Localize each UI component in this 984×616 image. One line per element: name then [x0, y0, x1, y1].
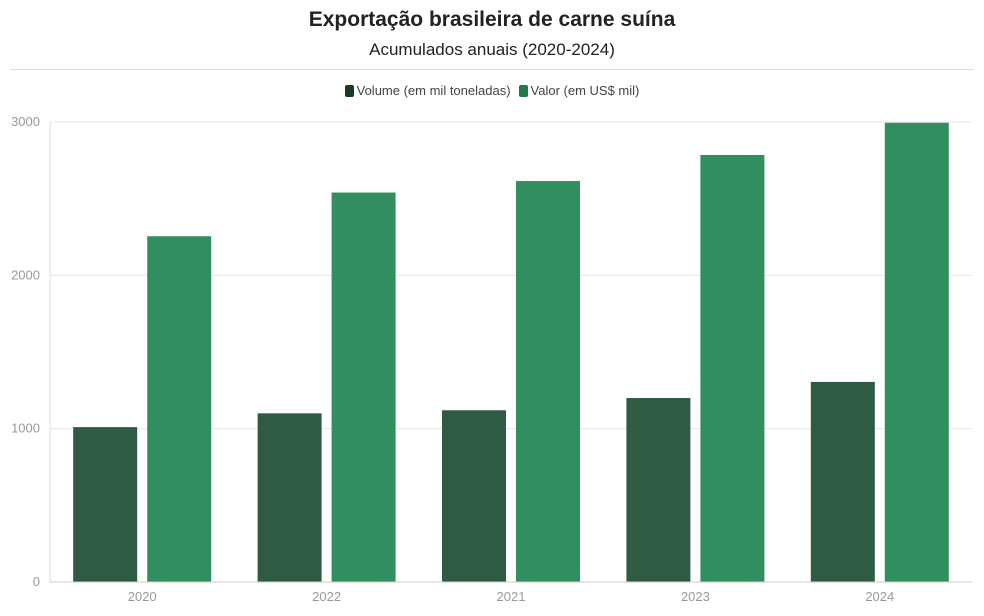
bar-valor-2024[interactable] [884, 122, 949, 583]
legend-label-volume: Volume (em mil toneladas) [356, 83, 511, 98]
bar-volume-2022[interactable] [257, 413, 322, 582]
legend-swatch-volume [344, 84, 354, 97]
bar-valor-2023[interactable] [700, 154, 765, 582]
chart-title: Exportação brasileira de carne suína [308, 8, 676, 31]
legend-item-volume[interactable]: Volume (em mil toneladas) [344, 83, 511, 98]
header-divider [10, 69, 974, 70]
x-tick-label-2021: 2021 [497, 589, 526, 604]
legend-label-valor: Valor (em US$ mil) [530, 83, 640, 98]
bar-valor-2020[interactable] [147, 236, 212, 582]
legend-item-valor[interactable]: Valor (em US$ mil) [518, 83, 640, 98]
legend: Volume (em mil toneladas) Valor (em US$ … [0, 83, 984, 98]
bar-volume-2021[interactable] [442, 410, 506, 582]
x-tick-label-2023: 2023 [681, 589, 710, 604]
y-tick-label-0: 0 [33, 574, 40, 589]
y-tick-label-2000: 2000 [11, 267, 40, 282]
x-tick-label-2022: 2022 [312, 589, 341, 604]
bar-valor-2022[interactable] [331, 192, 396, 583]
x-tick-label-2020: 2020 [128, 589, 157, 604]
legend-swatch-valor [518, 84, 528, 97]
bar-valor-2021[interactable] [516, 181, 580, 583]
bar-volume-2020[interactable] [73, 427, 138, 582]
y-tick-label-3000: 3000 [11, 114, 40, 129]
bar-volume-2024[interactable] [810, 381, 875, 582]
y-tick-label-1000: 1000 [11, 421, 40, 436]
bar-volume-2023[interactable] [626, 398, 691, 582]
x-tick-label-2024: 2024 [865, 589, 894, 604]
chart-subtitle: Acumulados anuais (2020-2024) [369, 40, 615, 59]
